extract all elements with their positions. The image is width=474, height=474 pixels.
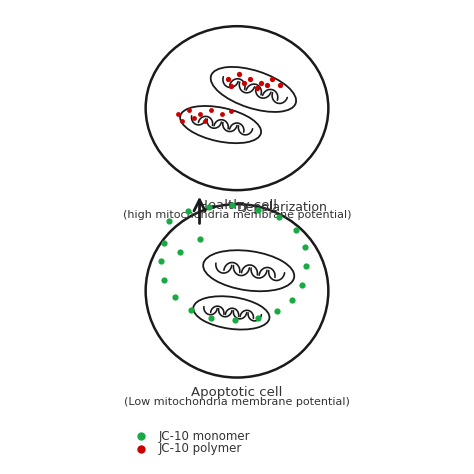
Text: Healthy cell: Healthy cell — [198, 199, 276, 211]
Ellipse shape — [193, 296, 270, 329]
Text: JC-10 monomer: JC-10 monomer — [159, 429, 250, 443]
Text: Apoptotic cell: Apoptotic cell — [191, 386, 283, 399]
Text: (Low mitochondria membrane potential): (Low mitochondria membrane potential) — [124, 397, 350, 407]
Ellipse shape — [146, 26, 328, 190]
Ellipse shape — [146, 204, 328, 377]
Text: JC-10 polymer: JC-10 polymer — [159, 442, 242, 455]
Ellipse shape — [180, 106, 261, 143]
Ellipse shape — [210, 67, 296, 112]
Text: Depolarization: Depolarization — [237, 201, 328, 214]
Ellipse shape — [203, 250, 294, 291]
Text: (high mitochondria membrane potential): (high mitochondria membrane potential) — [123, 210, 351, 220]
